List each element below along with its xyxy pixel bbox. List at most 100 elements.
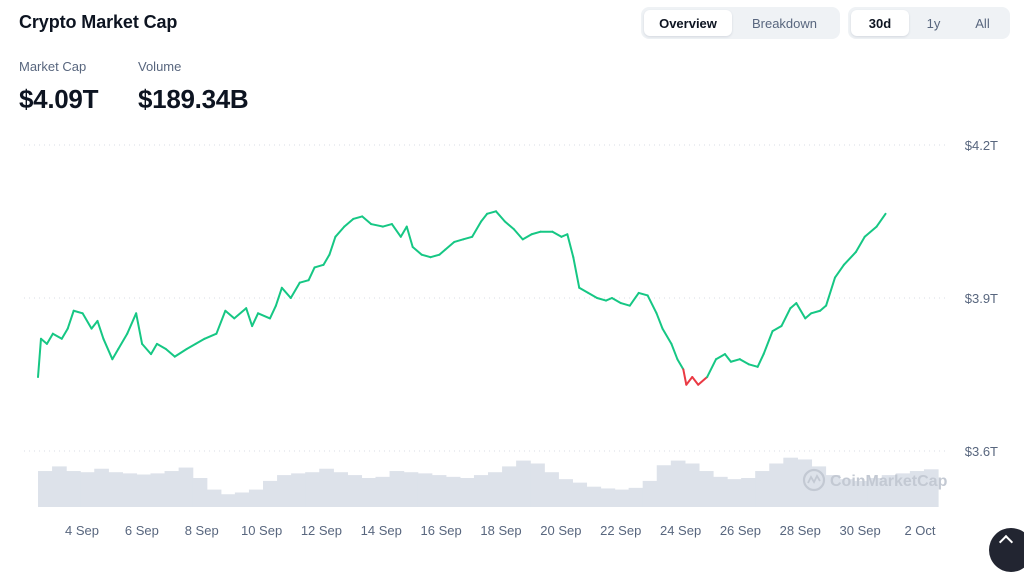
market-cap-line-segment xyxy=(566,233,575,259)
market-cap-line-segment xyxy=(833,263,845,279)
tab-breakdown[interactable]: Breakdown xyxy=(751,15,818,31)
x-tick-label: 28 Sep xyxy=(780,523,821,538)
volume-bar xyxy=(220,494,236,507)
range-30d-button[interactable]: 30d xyxy=(851,10,909,36)
range-toggle: 30d 1y All xyxy=(848,7,1010,39)
market-cap-line-segment xyxy=(390,223,402,238)
market-cap-line-segment xyxy=(280,286,292,299)
market-cap-line-segment xyxy=(126,312,138,335)
market-cap-line-segment xyxy=(512,228,524,241)
market-cap-line-segment xyxy=(298,279,310,284)
market-cap-line-segment xyxy=(141,342,153,356)
volume-bar xyxy=(558,479,573,507)
market-cap-line-segment xyxy=(268,304,277,320)
volume-bar xyxy=(614,489,630,507)
x-tick-label: 12 Sep xyxy=(301,523,342,538)
volume-bar xyxy=(192,478,208,507)
volume-bar xyxy=(783,457,798,507)
market-cap-line-segment xyxy=(45,332,54,345)
market-cap-line-segment xyxy=(587,291,599,299)
market-cap-line-segment xyxy=(173,348,188,358)
market-cap-value: $4.09T xyxy=(19,84,99,114)
volume-bar xyxy=(305,472,320,507)
market-cap-line-segment xyxy=(429,253,441,259)
volume-bar xyxy=(164,471,180,507)
market-cap-line-segment xyxy=(756,353,765,368)
volume-bar xyxy=(178,467,194,507)
market-cap-line-segment xyxy=(39,337,48,345)
volume-bar xyxy=(727,479,742,507)
market-cap-line-segment xyxy=(578,286,590,294)
market-cap-line-segment xyxy=(691,376,700,386)
market-cap-line-segment xyxy=(155,342,167,350)
market-cap-line-segment xyxy=(628,291,640,307)
volume-bar xyxy=(713,476,728,507)
market-cap-line-segment xyxy=(670,342,679,361)
volume-bar xyxy=(502,466,517,507)
volume-bar xyxy=(769,463,784,507)
volume-bar xyxy=(333,472,348,507)
market-cap-line-segment xyxy=(96,319,105,340)
x-tick-label: 2 Oct xyxy=(904,523,935,538)
volume-bar xyxy=(347,475,363,507)
volume-bar xyxy=(488,472,503,507)
volume-bar xyxy=(923,469,939,507)
volume-bar xyxy=(361,478,377,507)
volume-bar xyxy=(670,460,686,507)
volume-bar xyxy=(263,480,278,507)
volume-bar xyxy=(825,475,841,507)
volume-bar xyxy=(684,463,700,507)
market-cap-line-segment xyxy=(676,358,685,371)
volume-bar xyxy=(473,475,489,507)
market-cap-line-segment xyxy=(789,302,798,310)
x-tick-label: 30 Sep xyxy=(840,523,881,538)
market-cap-line-segment xyxy=(150,342,158,356)
market-cap-line-segment xyxy=(706,358,718,379)
market-cap-line-segment xyxy=(551,230,563,238)
tab-overview[interactable]: Overview xyxy=(644,10,732,36)
y-tick-label: $4.2T xyxy=(965,138,998,153)
market-cap-line-segment xyxy=(682,368,688,386)
market-cap-line-segment xyxy=(747,363,759,368)
market-cap-line-segment xyxy=(494,210,506,223)
market-cap-line-segment xyxy=(842,251,857,266)
volume-bar xyxy=(881,475,897,507)
market-cap-line-segment xyxy=(411,246,423,256)
market-cap-line-segment xyxy=(381,223,393,228)
market-cap-line-segment xyxy=(90,319,99,330)
volume-bar xyxy=(909,471,925,507)
x-tick-label: 24 Sep xyxy=(660,523,701,538)
range-1y-button[interactable]: 1y xyxy=(926,15,941,31)
x-tick-label: 18 Sep xyxy=(480,523,521,538)
volume-bar xyxy=(572,482,588,507)
market-cap-line-segment xyxy=(762,330,774,356)
range-all-button[interactable]: All xyxy=(975,15,990,31)
volume-bar xyxy=(150,473,166,507)
market-cap-line-segment xyxy=(307,266,316,282)
market-cap-line-segment xyxy=(111,348,120,361)
x-tick-label: 10 Sep xyxy=(241,523,282,538)
market-cap-line-segment xyxy=(328,235,337,256)
market-cap-chart[interactable]: $4.2T $3.9T $3.6T 4 Sep 6 Sep 8 Sep 10 Sep 12 … xyxy=(0,0,1024,548)
market-cap-label: Market Cap xyxy=(19,59,87,74)
market-cap-line-segment xyxy=(274,286,283,307)
market-cap-line-segment xyxy=(723,353,732,363)
market-cap-line-segment xyxy=(453,238,465,243)
page-title: Crypto Market Cap xyxy=(19,12,178,32)
volume-bar xyxy=(403,472,419,507)
scroll-to-top-button[interactable] xyxy=(989,528,1024,572)
market-cap-line-segment xyxy=(322,253,331,266)
volume-bar xyxy=(108,472,123,507)
market-cap-line-segment xyxy=(66,309,75,330)
market-cap-line-segment xyxy=(420,253,432,259)
market-cap-line-segment xyxy=(795,302,807,320)
volume-bar xyxy=(600,488,616,507)
volume-bar xyxy=(389,471,405,507)
chevron-up-icon xyxy=(998,534,1014,550)
market-cap-line-segment xyxy=(646,294,658,315)
market-cap-line-segment xyxy=(619,302,631,307)
market-cap-line-segment xyxy=(863,225,878,238)
market-cap-line-segment xyxy=(637,291,649,297)
market-cap-line-segment xyxy=(596,297,608,302)
market-cap-line-segment xyxy=(655,312,664,330)
